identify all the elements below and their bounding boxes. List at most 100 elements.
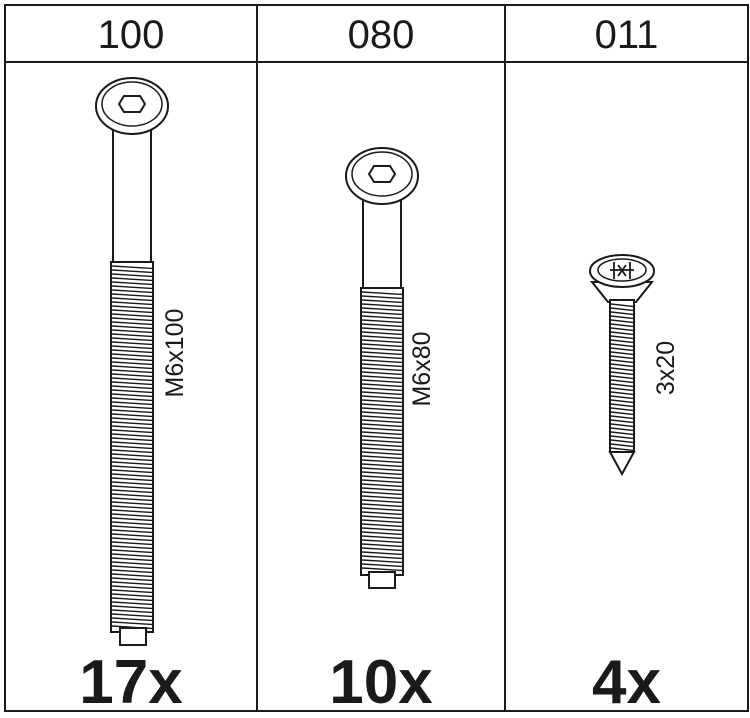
thread-line bbox=[610, 327, 634, 332]
thread-line bbox=[610, 423, 634, 428]
screw-point bbox=[608, 451, 636, 477]
thread-line bbox=[610, 331, 634, 336]
thread-line bbox=[111, 361, 153, 366]
part-code-080: 080 bbox=[347, 13, 415, 57]
thread-line bbox=[111, 477, 153, 482]
thread-line bbox=[610, 395, 634, 400]
thread-line bbox=[361, 387, 403, 392]
thread-line bbox=[111, 393, 153, 398]
thread-line bbox=[111, 385, 153, 390]
thread-line bbox=[111, 597, 153, 602]
thread-line bbox=[610, 391, 634, 396]
thread-line bbox=[610, 427, 634, 432]
thread-line bbox=[361, 415, 403, 420]
thread-line bbox=[610, 431, 634, 436]
thread-line bbox=[111, 445, 153, 450]
thread-line bbox=[111, 313, 153, 318]
thread-line bbox=[361, 499, 403, 504]
thread-line bbox=[361, 547, 403, 552]
thread-line bbox=[610, 387, 634, 392]
thread-line bbox=[111, 269, 153, 274]
thread-line bbox=[361, 535, 403, 540]
thread-line bbox=[111, 317, 153, 322]
thread-line bbox=[361, 323, 403, 328]
thread-line bbox=[111, 281, 153, 286]
thread-line bbox=[111, 585, 153, 590]
screw-tip bbox=[119, 627, 147, 646]
thread-line bbox=[361, 455, 403, 460]
thread-line bbox=[111, 537, 153, 542]
thread-line bbox=[111, 461, 153, 466]
thread-line bbox=[361, 375, 403, 380]
thread-line bbox=[610, 355, 634, 360]
table-border bbox=[4, 4, 749, 712]
screw-shank bbox=[112, 124, 152, 266]
hex-socket-icon bbox=[117, 95, 147, 113]
thread-line bbox=[111, 453, 153, 458]
thread-line bbox=[111, 533, 153, 538]
thread-line bbox=[111, 373, 153, 378]
thread-line bbox=[111, 565, 153, 570]
screw-thread-lines bbox=[610, 303, 634, 452]
thread-line bbox=[111, 549, 153, 554]
thread-line bbox=[111, 369, 153, 374]
thread-line bbox=[361, 447, 403, 452]
thread-line bbox=[361, 543, 403, 548]
thread-line bbox=[361, 527, 403, 532]
thread-line bbox=[361, 435, 403, 440]
thread-line bbox=[111, 497, 153, 502]
thread-line bbox=[111, 409, 153, 414]
screw-3x20 bbox=[589, 254, 655, 477]
thread-line bbox=[361, 563, 403, 568]
thread-line bbox=[610, 359, 634, 364]
thread-line bbox=[111, 609, 153, 614]
thread-line bbox=[111, 541, 153, 546]
thread-line bbox=[610, 367, 634, 372]
thread-line bbox=[111, 297, 153, 302]
quantity-17x: 17x bbox=[79, 648, 183, 717]
thread-line bbox=[111, 413, 153, 418]
thread-line bbox=[361, 567, 403, 572]
thread-line bbox=[610, 347, 634, 352]
thread-line bbox=[111, 521, 153, 526]
thread-line bbox=[111, 337, 153, 342]
thread-line bbox=[361, 315, 403, 320]
thread-line bbox=[610, 315, 634, 320]
thread-line bbox=[610, 339, 634, 344]
thread-line bbox=[111, 365, 153, 370]
thread-line bbox=[610, 435, 634, 440]
thread-line bbox=[111, 357, 153, 362]
thread-line bbox=[111, 529, 153, 534]
thread-line bbox=[361, 295, 403, 300]
thread-line bbox=[610, 319, 634, 324]
thread-line bbox=[610, 411, 634, 416]
thread-line bbox=[111, 401, 153, 406]
thread-line bbox=[361, 439, 403, 444]
thread-line bbox=[111, 601, 153, 606]
thread-line bbox=[361, 503, 403, 508]
table-grid bbox=[4, 4, 749, 712]
thread-line bbox=[111, 517, 153, 522]
thread-line bbox=[361, 459, 403, 464]
thread-line bbox=[361, 487, 403, 492]
part-code-011: 011 bbox=[594, 13, 659, 57]
thread-line bbox=[361, 291, 403, 296]
thread-line bbox=[111, 265, 153, 270]
thread-line bbox=[361, 331, 403, 336]
thread-line bbox=[111, 513, 153, 518]
thread-line bbox=[610, 407, 634, 412]
thread-line bbox=[361, 559, 403, 564]
thread-line bbox=[610, 399, 634, 404]
thread-line bbox=[111, 433, 153, 438]
thread-line bbox=[610, 343, 634, 348]
thread-line bbox=[361, 519, 403, 524]
thread-line bbox=[111, 333, 153, 338]
thread-line bbox=[111, 593, 153, 598]
thread-line bbox=[111, 501, 153, 506]
thread-line bbox=[361, 507, 403, 512]
thread-line bbox=[111, 553, 153, 558]
thread-line bbox=[610, 439, 634, 444]
screw-m6x100 bbox=[95, 77, 169, 646]
thread-line bbox=[361, 343, 403, 348]
